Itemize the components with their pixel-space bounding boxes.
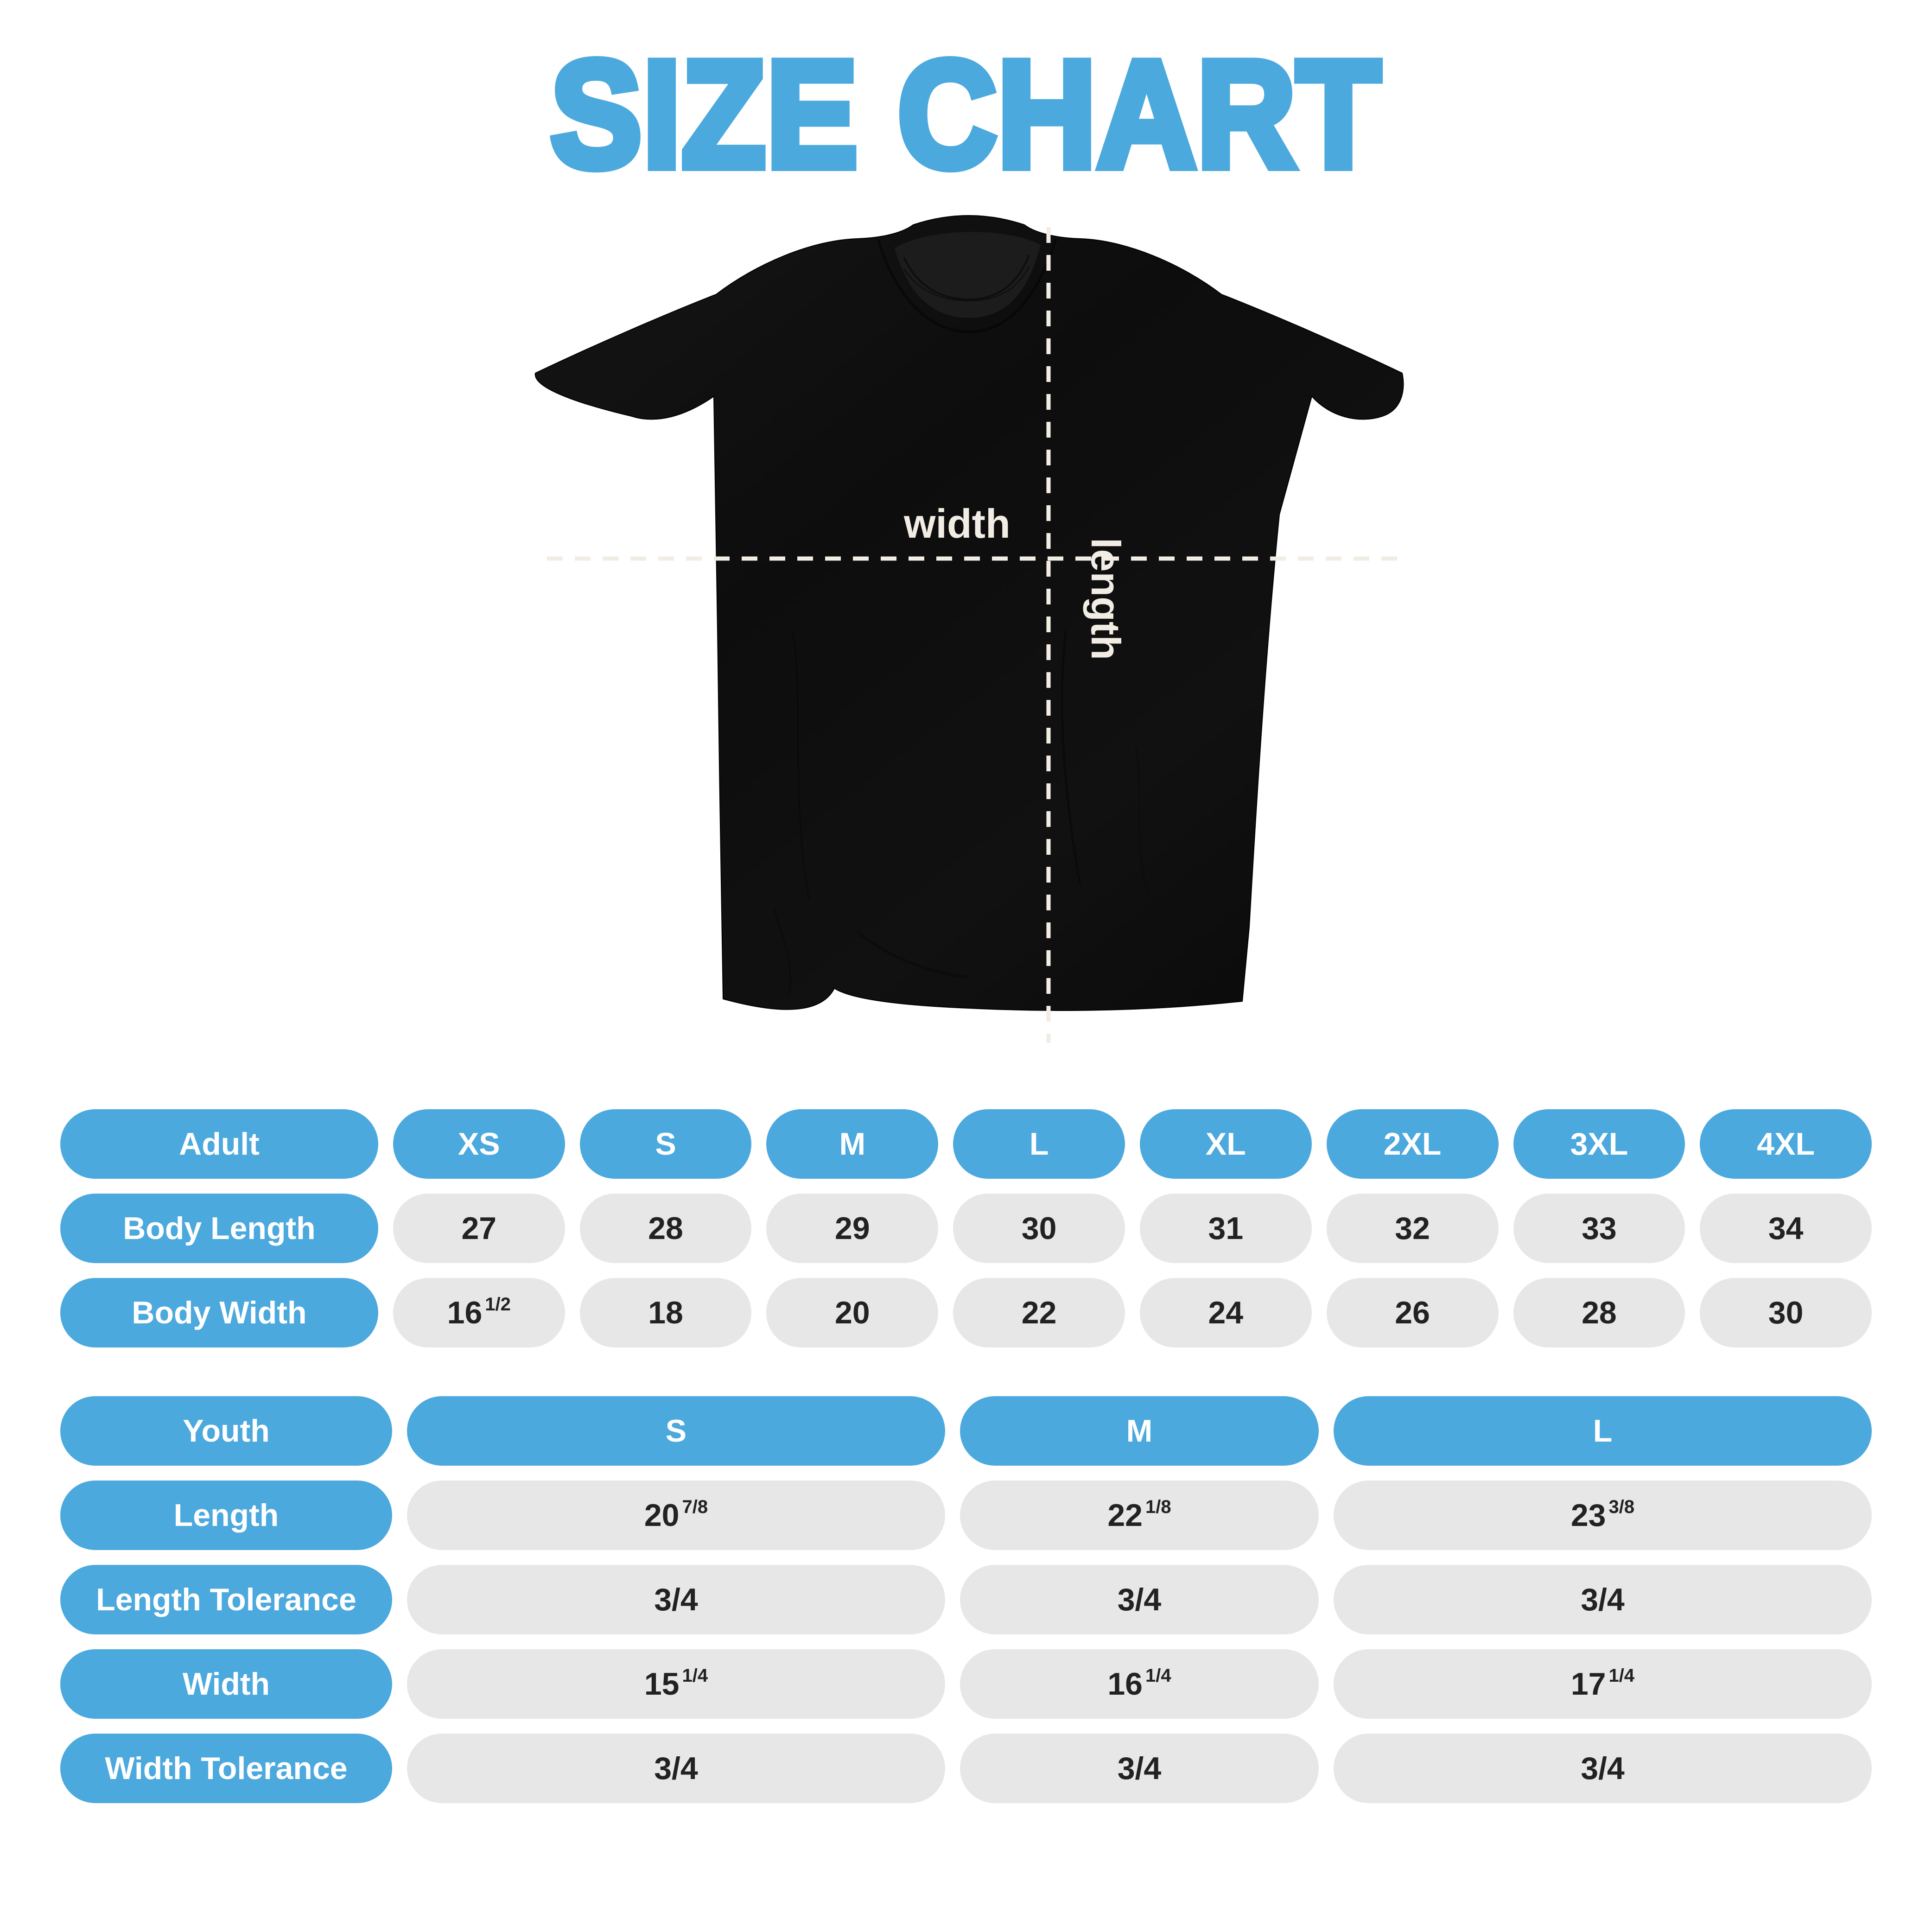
svg-text:width: width bbox=[903, 501, 1010, 547]
svg-text:length: length bbox=[1083, 538, 1129, 660]
